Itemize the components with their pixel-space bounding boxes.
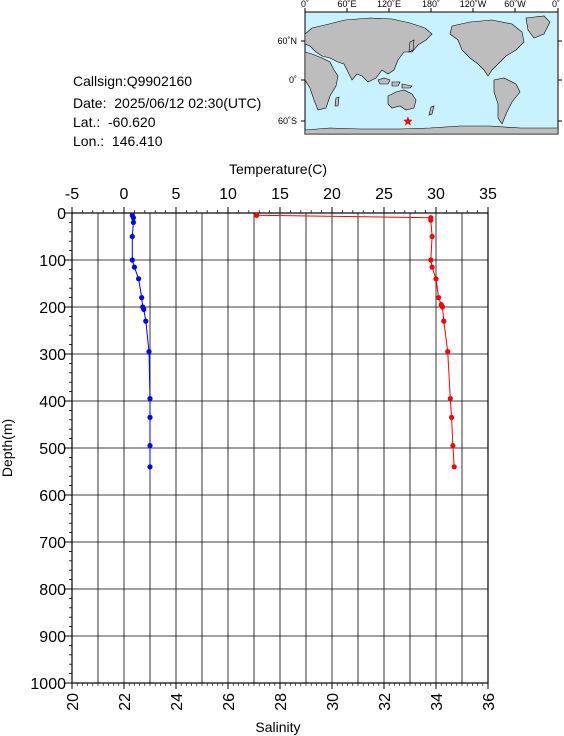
depth-tick-label: 300 [39, 347, 66, 364]
salinity-tick-label: 32 [377, 693, 394, 711]
temperature-point [147, 464, 153, 470]
map-lat-label: 60˚N [277, 36, 297, 46]
temperature-point [130, 219, 136, 225]
map-tick-label: 60˚E [337, 0, 356, 9]
chart-ticks [65, 207, 489, 689]
salinity-point [429, 264, 435, 270]
temperature-point [147, 414, 153, 420]
map-lat-ticks: 60˚N 0˚ 60˚S [277, 36, 297, 126]
map-tick-label: 180˚ [422, 0, 440, 9]
temperature-point [146, 349, 152, 355]
temperature-tick-label: 5 [172, 186, 181, 203]
temperature-point [147, 443, 153, 449]
map-land [304, 15, 559, 135]
salinity-point [447, 396, 453, 402]
station-marker [403, 116, 413, 126]
map-tick-label: 60˚W [504, 0, 526, 9]
temperature-tick-label: -5 [65, 186, 79, 203]
salinity-point [449, 414, 455, 420]
latitude-text: Lat.: -60.620 [73, 114, 156, 130]
map-tick-label: 120˚E [377, 0, 401, 9]
map-tick-label: 120˚W [460, 0, 487, 9]
chart-tick-labels: 0 100 200 300 400 500 600 700 800 900 1000 -5 0 5 10 15… [30, 186, 498, 711]
depth-tick-label: 200 [39, 300, 66, 317]
date-text: Date: 2025/06/12 02:30(UTC) [73, 95, 262, 111]
salinity-point [441, 318, 447, 324]
chart-series [129, 212, 457, 470]
salinity-tick-label: 28 [273, 693, 290, 711]
salinity-tick-label: 22 [117, 693, 134, 711]
depth-tick-label: 900 [39, 629, 66, 646]
salinity-point [429, 233, 435, 240]
temperature-tick-label: 30 [427, 186, 445, 203]
temperature-tick-label: 20 [323, 186, 341, 203]
profile-chart: 0 100 200 300 400 500 600 700 800 900 1000 -5 0 5 10 15… [0, 161, 498, 735]
salinity-point [445, 349, 451, 355]
temperature-point [139, 295, 145, 301]
salinity-tick-label: 36 [481, 693, 498, 711]
salinity-tick-label: 26 [221, 693, 238, 711]
map-lat-label: 60˚S [278, 116, 297, 126]
depth-axis-title: Depth(m) [0, 419, 15, 477]
temperature-point [129, 257, 135, 263]
map-tick-label: 0˚ [301, 0, 309, 9]
salinity-point [433, 276, 439, 282]
temperature-point [136, 276, 142, 282]
temperature-tick-label: 0 [120, 186, 129, 203]
map-frame-ticks [301, 8, 562, 122]
temperature-point [143, 318, 149, 324]
callsign-text: Callsign:Q9902160 [73, 73, 193, 89]
salinity-point [439, 304, 446, 310]
temperature-point [141, 306, 147, 312]
station-star-icon [403, 116, 413, 126]
temperature-point [131, 264, 137, 270]
temperature-tick-label: 25 [375, 186, 393, 203]
depth-tick-label: 700 [39, 535, 66, 552]
salinity-point [450, 443, 456, 449]
salinity-tick-label: 24 [169, 693, 186, 711]
depth-tick-label: 400 [39, 394, 66, 411]
longitude-text: Lon.: 146.410 [73, 133, 163, 149]
depth-tick-label: 1000 [30, 676, 66, 693]
salinity-point [451, 464, 457, 470]
depth-tick-label: 500 [39, 441, 66, 458]
salinity-point [428, 217, 434, 223]
salinity-tick-label: 30 [325, 693, 342, 711]
temperature-profile-line [131, 215, 151, 467]
salinity-point [254, 212, 260, 218]
temperature-point [147, 396, 153, 402]
salinity-tick-label: 20 [65, 693, 82, 711]
depth-tick-label: 0 [57, 206, 66, 223]
temperature-point [130, 215, 136, 221]
depth-tick-label: 800 [39, 582, 66, 599]
depth-tick-label: 100 [39, 253, 66, 270]
salinity-axis-title: Salinity [255, 719, 300, 735]
chart-grid [72, 213, 488, 683]
map-tick-label: 0˚ [552, 0, 560, 9]
depth-tick-label: 600 [39, 488, 66, 505]
temperature-tick-label: 10 [219, 186, 237, 203]
map-lat-label: 0˚ [289, 75, 297, 85]
map-top-ticks: 0˚ 60˚E 120˚E 180˚ 120˚W 60˚W 0˚ [301, 0, 560, 9]
salinity-point [436, 295, 442, 301]
temperature-tick-label: 35 [479, 186, 497, 203]
world-map: 0˚ 60˚E 120˚E 180˚ 120˚W 60˚W 0˚ 60˚N 0˚… [277, 0, 562, 135]
temperature-tick-label: 15 [271, 186, 289, 203]
salinity-point [428, 257, 434, 263]
salinity-profile-line [256, 214, 455, 467]
temperature-axis-title: Temperature(C) [229, 161, 327, 177]
salinity-tick-label: 34 [429, 693, 446, 711]
temperature-point [129, 233, 135, 240]
